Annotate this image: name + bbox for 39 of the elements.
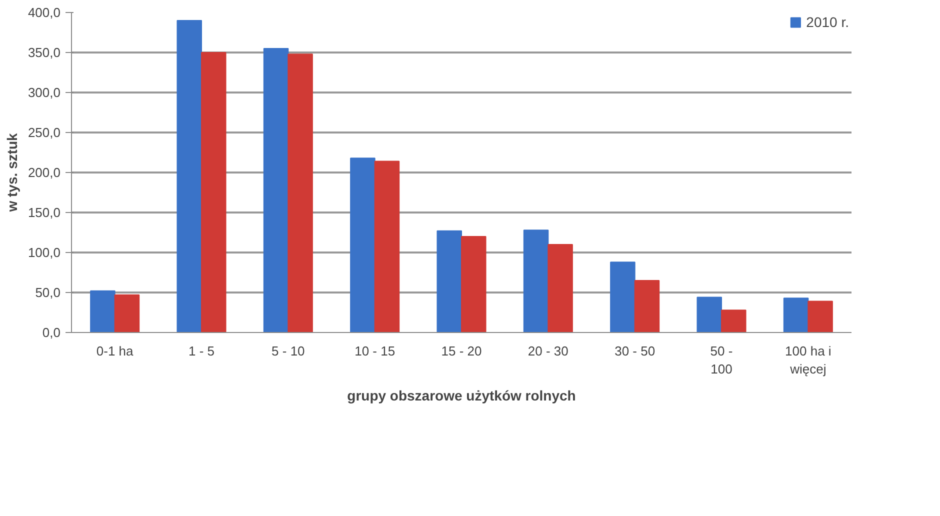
bar <box>288 54 313 332</box>
bar <box>610 262 636 332</box>
x-tick-label: 15 - 20 <box>441 344 482 358</box>
x-tick-label: 10 - 15 <box>354 344 396 358</box>
y-tick-label: 350,0 <box>28 45 61 60</box>
bar <box>436 230 462 332</box>
y-tick-label: 150,0 <box>28 205 61 220</box>
bar <box>548 244 573 332</box>
x-tick-label: 1 - 5 <box>188 344 215 358</box>
x-axis-title: grupy obszarowe użytków rolnych <box>347 388 576 404</box>
x-tick-label: 20 - 30 <box>528 344 568 358</box>
y-tick-label: 100,0 <box>28 245 61 260</box>
bar <box>783 298 809 332</box>
x-tick-label: 30 - 50 <box>614 344 656 358</box>
bar <box>176 20 202 332</box>
y-tick-label: 300,0 <box>28 85 61 100</box>
y-tick-label: 0,0 <box>42 325 61 340</box>
bar <box>523 230 549 332</box>
y-tick-label: 50,0 <box>35 285 61 300</box>
bar <box>90 290 116 332</box>
bar <box>808 300 833 332</box>
y-tick-label: 200,0 <box>28 165 61 180</box>
bar <box>634 280 660 332</box>
y-axis-title: w tys. sztuk <box>4 132 20 213</box>
bar <box>721 310 746 332</box>
bar <box>114 294 140 332</box>
bar <box>263 48 289 332</box>
x-tick-label: 50 - 100 <box>710 344 733 376</box>
bar <box>374 160 400 332</box>
x-tick-label: 100 ha i więcej <box>785 344 832 376</box>
y-tick-label: 400,0 <box>28 5 61 20</box>
bar <box>696 296 722 332</box>
legend-label: 2010 r. <box>806 14 849 30</box>
bar <box>461 236 486 332</box>
bar <box>350 158 376 332</box>
y-tick-label: 250,0 <box>28 125 61 140</box>
x-tick-label: 5 - 10 <box>272 344 305 358</box>
x-tick-label: 0-1 ha <box>96 344 134 358</box>
bar <box>201 52 226 332</box>
